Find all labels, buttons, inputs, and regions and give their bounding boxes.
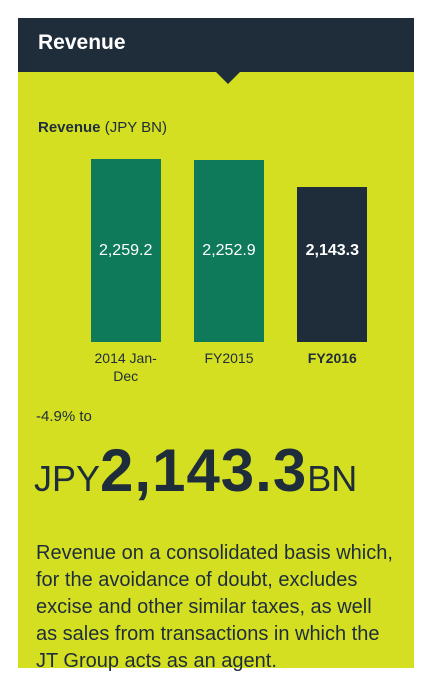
x-tick-label: FY2016 — [307, 350, 357, 366]
prefix: JPY — [34, 458, 101, 499]
suffix: BN — [307, 458, 358, 499]
card: Revenue Revenue (JPY BN) -4.9% to JPY2,1… — [18, 18, 414, 672]
value-label: 2,259.2 — [98, 242, 153, 259]
bar — [194, 160, 264, 342]
header-title: Revenue — [38, 31, 126, 54]
change-text: -4.9% to — [36, 408, 92, 425]
value-label: 2,143.3 — [305, 242, 360, 259]
chart-title: Revenue (JPY BN) — [38, 119, 167, 136]
header: Revenue — [18, 18, 414, 72]
value-label: 2,252.9 — [202, 242, 256, 259]
chart-unit: (JPY BN) — [104, 119, 167, 136]
x-tick-label: FY2015 — [204, 350, 254, 366]
headline-value: JPY2,143.3BN — [34, 436, 357, 505]
caret — [216, 72, 240, 84]
chart-title-bold: Revenue — [38, 119, 101, 136]
x-tick-label: 2014 Jan-Dec — [94, 350, 157, 384]
bar — [90, 158, 161, 342]
bar — [297, 186, 368, 342]
value: 2,143.3 — [100, 437, 308, 504]
description: Revenue on a consolidated basis which, f… — [36, 542, 393, 672]
